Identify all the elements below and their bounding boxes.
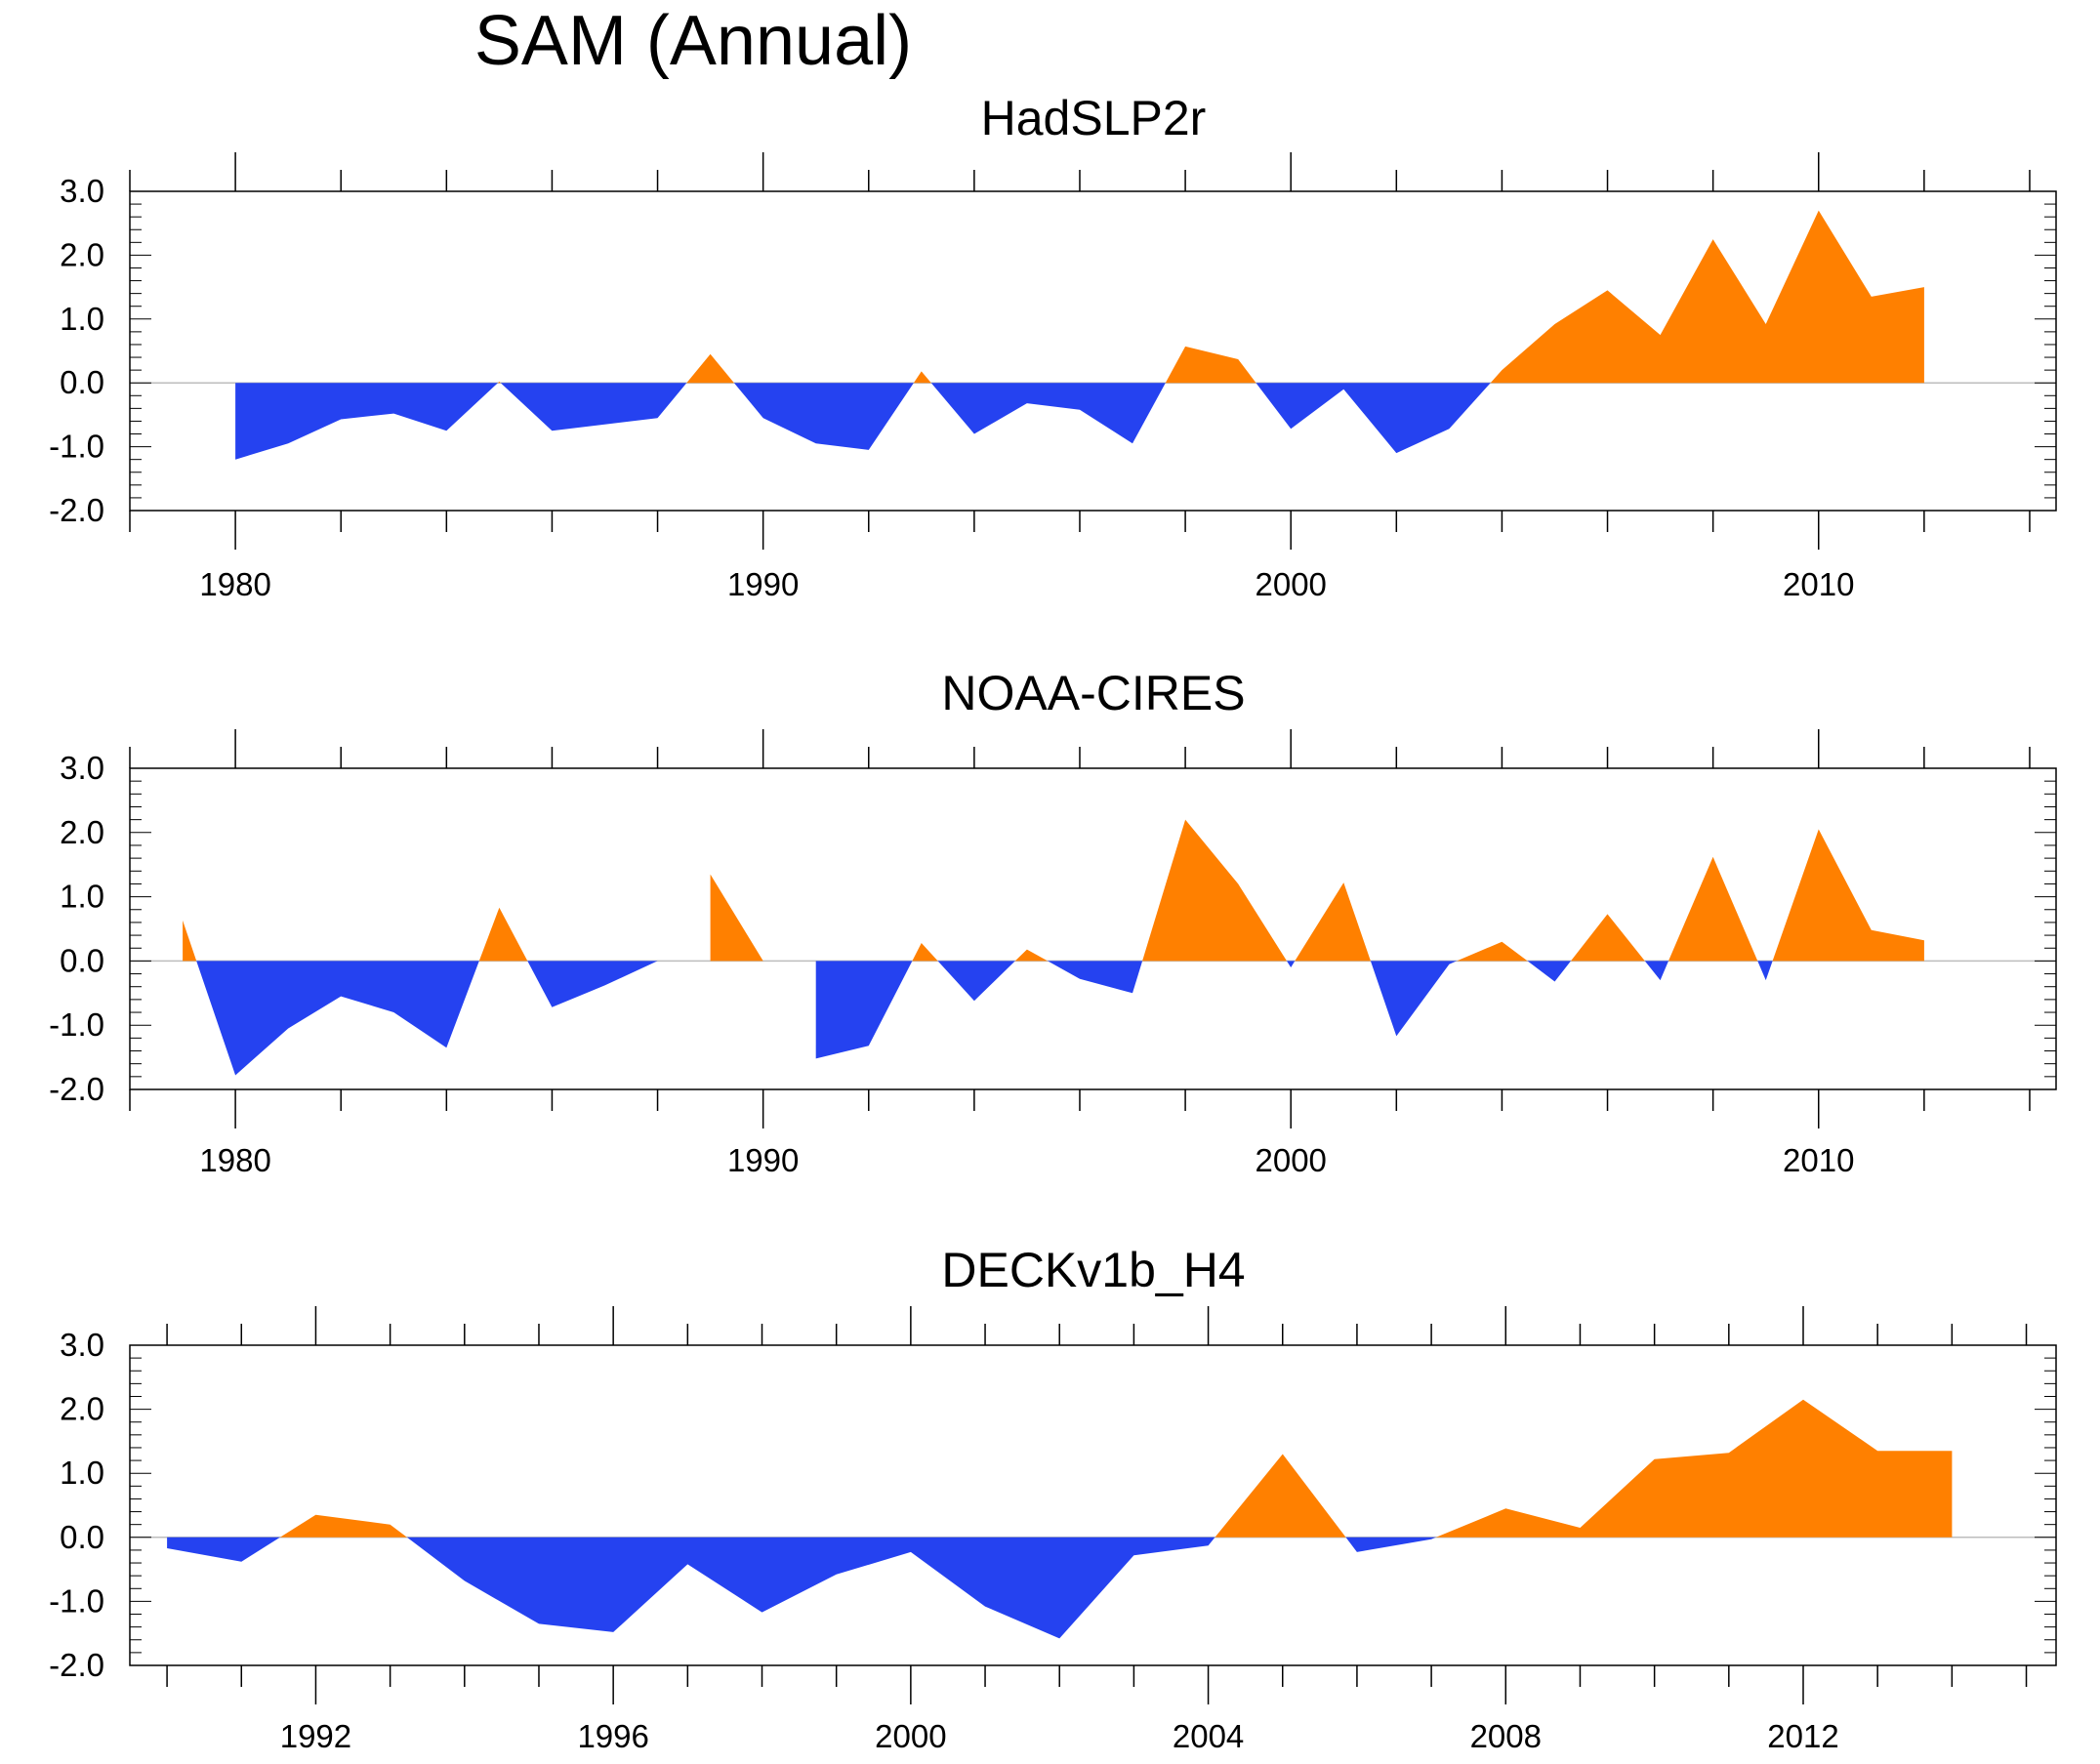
y-tick-label: -2.0 — [49, 1647, 104, 1683]
negative-area — [235, 383, 498, 460]
y-tick-label: 2.0 — [60, 814, 104, 850]
panel-title: NOAA-CIRES — [941, 666, 1245, 720]
negative-area — [930, 383, 1166, 444]
negative-area — [1370, 961, 1458, 1037]
positive-area — [1435, 1399, 1953, 1538]
positive-area — [498, 381, 501, 384]
negative-area — [1644, 961, 1668, 981]
y-tick-label: 2.0 — [60, 236, 104, 272]
x-tick-label: 2000 — [875, 1718, 946, 1754]
negative-area — [815, 961, 913, 1059]
y-tick-label: 3.0 — [60, 1327, 104, 1363]
x-tick-label: 1980 — [199, 1142, 270, 1178]
x-tick-label: 1990 — [727, 1142, 799, 1178]
positive-area — [686, 353, 734, 384]
negative-area — [1256, 383, 1491, 454]
positive-area — [912, 943, 938, 962]
y-tick-label: -2.0 — [49, 492, 104, 528]
y-tick-label: 3.0 — [60, 750, 104, 786]
negative-area — [167, 1537, 280, 1562]
x-tick-label: 2010 — [1783, 566, 1854, 602]
chart-panel-1: HadSLP2r -2.0 -1.0 0.0 1.0 2.0 3.0 1980 1990 2000… — [49, 91, 2057, 602]
y-tick-label: -1.0 — [49, 1582, 104, 1619]
figure-title: SAM (Annual) — [474, 2, 913, 80]
y-tick-label: -1.0 — [49, 429, 104, 465]
negative-area — [527, 961, 658, 1007]
positive-area — [1142, 819, 1287, 962]
y-tick-label: 0.0 — [60, 364, 104, 400]
chart-panel-2: NOAA-CIRES -2.0 -1.0 0.0 1.0 2.0 3.0 1980 1990 20… — [49, 666, 2057, 1178]
x-tick-label: 1992 — [280, 1718, 351, 1754]
positive-area — [1571, 914, 1645, 962]
positive-area — [183, 920, 197, 962]
positive-area — [1295, 882, 1371, 962]
positive-area — [1215, 1454, 1346, 1538]
negative-area — [1527, 961, 1571, 982]
y-tick-label: 0.0 — [60, 942, 104, 978]
negative-area — [196, 961, 479, 1076]
positive-area — [710, 874, 763, 962]
x-tick-label: 1990 — [727, 566, 799, 602]
negative-area — [733, 383, 914, 450]
positive-area — [1490, 210, 1924, 384]
y-tick-label: 1.0 — [60, 1455, 104, 1491]
negative-area — [1757, 961, 1773, 981]
negative-area — [937, 961, 1015, 1002]
x-tick-label: 2012 — [1767, 1718, 1838, 1754]
plot-frame — [129, 190, 2057, 512]
plot-frame — [129, 1344, 2057, 1666]
x-tick-label: 1980 — [199, 566, 270, 602]
x-tick-label: 2004 — [1173, 1718, 1244, 1754]
y-tick-label: 0.0 — [60, 1519, 104, 1555]
y-tick-label: -1.0 — [49, 1006, 104, 1043]
positive-area — [1165, 346, 1256, 384]
positive-area — [279, 1514, 407, 1538]
y-tick-label: 1.0 — [60, 879, 104, 915]
y-tick-label: 1.0 — [60, 301, 104, 337]
y-tick-label: 2.0 — [60, 1391, 104, 1427]
plot-frame — [129, 767, 2057, 1090]
positive-area — [913, 371, 931, 384]
positive-area — [1457, 941, 1528, 962]
panel-title: DECKv1b_H4 — [941, 1243, 1245, 1297]
positive-area — [1014, 949, 1049, 962]
panel-title: HadSLP2r — [981, 91, 1207, 145]
x-tick-label: 2000 — [1255, 1142, 1326, 1178]
x-tick-label: 1996 — [577, 1718, 648, 1754]
negative-area — [1048, 961, 1143, 994]
y-tick-label: -2.0 — [49, 1071, 104, 1107]
negative-area — [500, 383, 687, 431]
positive-area — [478, 907, 528, 962]
positive-area — [1668, 856, 1758, 962]
x-tick-label: 2008 — [1470, 1718, 1542, 1754]
x-tick-label: 2010 — [1783, 1142, 1854, 1178]
negative-area — [406, 1537, 1215, 1639]
positive-area — [1772, 829, 1924, 962]
negative-area — [1287, 961, 1296, 967]
y-tick-label: 3.0 — [60, 173, 104, 209]
chart-panel-3: DECKv1b_H4 -2.0 -1.0 0.0 1.0 2.0 3.0 1992 1996 20… — [49, 1243, 2057, 1754]
negative-area — [1345, 1537, 1436, 1552]
x-tick-label: 2000 — [1255, 566, 1326, 602]
